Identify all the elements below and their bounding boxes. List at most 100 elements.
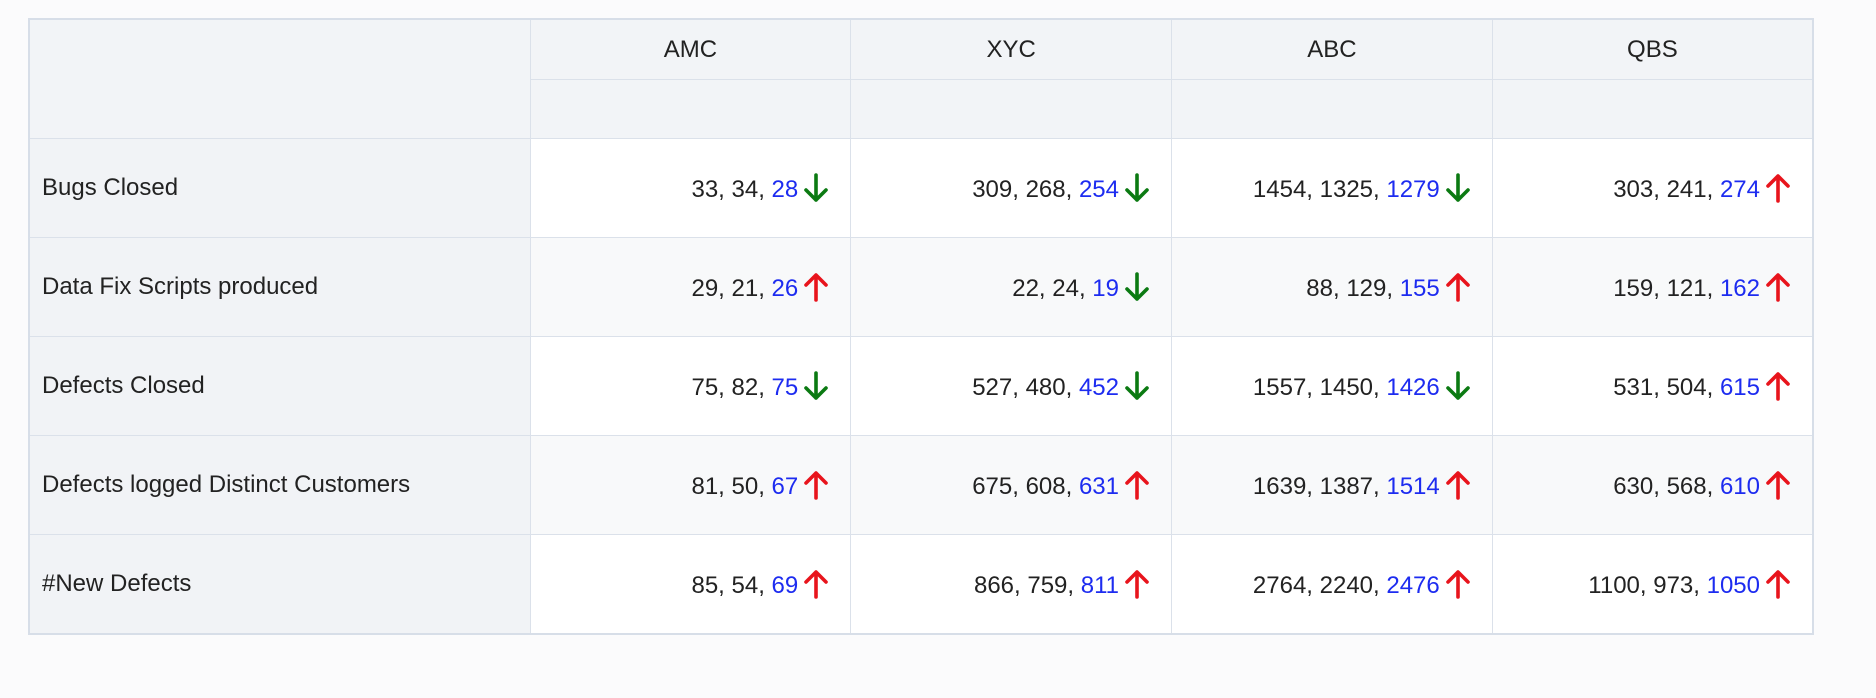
latest-value: 1279	[1386, 175, 1440, 203]
latest-value: 811	[1080, 571, 1119, 599]
latest-value: 162	[1719, 274, 1760, 302]
metric-cell[interactable]: 303, 241, 274	[1491, 138, 1814, 238]
column-subheader	[850, 79, 1172, 139]
arrow-up-icon	[1764, 569, 1792, 599]
metric-cell[interactable]: 81, 50, 67	[529, 435, 852, 535]
table-row: #New Defects 85, 54, 69 866, 759, 811 2764,…	[28, 534, 1814, 635]
previous-values: 527, 480,	[972, 373, 1079, 401]
arrow-up-icon	[1444, 470, 1472, 500]
arrow-up-icon	[1764, 173, 1792, 203]
arrow-down-icon	[1123, 271, 1151, 302]
arrow-down-icon	[1123, 370, 1151, 401]
arrow-up-icon	[802, 569, 830, 599]
metric-cell[interactable]: 29, 21, 26	[529, 237, 852, 337]
arrow-down-icon	[802, 370, 830, 401]
metric-cell[interactable]: 88, 129, 155	[1171, 237, 1493, 337]
previous-values: 159, 121,	[1613, 274, 1720, 302]
previous-values: 1639, 1387,	[1252, 472, 1387, 500]
previous-values: 88, 129,	[1306, 274, 1400, 302]
metric-cell[interactable]: 309, 268, 254	[850, 138, 1172, 238]
previous-values: 309, 268,	[972, 175, 1079, 203]
corner-header-cell	[28, 18, 531, 139]
latest-value: 26	[771, 274, 799, 302]
latest-value: 69	[771, 571, 799, 599]
metric-cell[interactable]: 675, 608, 631	[850, 435, 1172, 535]
table-row: Data Fix Scripts produced 29, 21, 26 22, 2…	[28, 237, 1814, 337]
metric-cell[interactable]: 1100, 973, 1050	[1491, 534, 1814, 635]
latest-value: 615	[1719, 373, 1760, 401]
table-row: Bugs Closed 33, 34, 28 309, 268, 254 1454, …	[28, 138, 1814, 238]
column-header-row: AMC XYC ABC QBS	[28, 18, 1814, 139]
column-subheader-row	[29, 79, 1814, 139]
latest-value: 28	[771, 175, 799, 203]
arrow-up-icon	[1764, 272, 1792, 302]
metric-cell[interactable]: 630, 568, 610	[1491, 435, 1814, 535]
latest-value: 1514	[1386, 472, 1440, 500]
arrow-down-icon	[1444, 370, 1472, 401]
latest-value: 274	[1719, 175, 1760, 203]
arrow-up-icon	[1123, 569, 1151, 599]
row-label: Defects logged Distinct Customers	[28, 435, 531, 535]
latest-value: 155	[1399, 274, 1440, 302]
arrow-down-icon	[1444, 172, 1472, 203]
metric-cell[interactable]: 866, 759, 811	[850, 534, 1172, 635]
latest-value: 19	[1092, 274, 1119, 302]
row-label: Bugs Closed	[28, 138, 531, 238]
metrics-table-container: AMC XYC ABC QBS Bugs Closed 33, 34, 28 309…	[28, 18, 1814, 635]
column-header[interactable]: ABC	[1171, 18, 1493, 80]
previous-values: 85, 54,	[691, 571, 772, 599]
previous-values: 75, 82,	[691, 373, 772, 401]
column-header[interactable]: QBS	[1491, 18, 1814, 80]
arrow-up-icon	[802, 272, 830, 302]
table-body: Bugs Closed 33, 34, 28 309, 268, 254 1454, …	[28, 138, 1814, 635]
arrow-down-icon	[1123, 172, 1151, 203]
previous-values: 630, 568,	[1613, 472, 1720, 500]
previous-values: 2764, 2240,	[1252, 571, 1387, 599]
metric-cell[interactable]: 2764, 2240, 2476	[1171, 534, 1493, 635]
column-subheader	[1171, 79, 1493, 139]
metric-cell[interactable]: 85, 54, 69	[529, 534, 852, 635]
metric-cell[interactable]: 1639, 1387, 1514	[1171, 435, 1493, 535]
metric-cell[interactable]: 1454, 1325, 1279	[1171, 138, 1493, 238]
latest-value: 67	[771, 472, 799, 500]
previous-values: 29, 21,	[691, 274, 772, 302]
metric-cell[interactable]: 527, 480, 452	[850, 336, 1172, 436]
previous-values: 1557, 1450,	[1252, 373, 1387, 401]
arrow-up-icon	[1764, 470, 1792, 500]
metric-cell[interactable]: 159, 121, 162	[1491, 237, 1814, 337]
table-row: Defects Closed 75, 82, 75 527, 480, 452 155…	[28, 336, 1814, 436]
arrow-up-icon	[1444, 272, 1472, 302]
previous-values: 303, 241,	[1613, 175, 1720, 203]
column-subheader	[529, 79, 852, 139]
arrow-up-icon	[1444, 569, 1472, 599]
previous-values: 866, 759,	[973, 571, 1081, 599]
latest-value: 610	[1719, 472, 1760, 500]
previous-values: 675, 608,	[972, 472, 1079, 500]
column-header[interactable]: AMC	[529, 18, 852, 80]
latest-value: 75	[771, 373, 799, 401]
previous-values: 33, 34,	[691, 175, 772, 203]
arrow-down-icon	[802, 172, 830, 203]
metric-cell[interactable]: 22, 24, 19	[850, 237, 1172, 337]
metric-cell[interactable]: 75, 82, 75	[529, 336, 852, 436]
column-header[interactable]: XYC	[850, 18, 1172, 80]
arrow-up-icon	[1764, 371, 1792, 401]
metric-cell[interactable]: 33, 34, 28	[529, 138, 852, 238]
arrow-up-icon	[1123, 470, 1151, 500]
arrow-up-icon	[802, 470, 830, 500]
row-label: Data Fix Scripts produced	[28, 237, 531, 337]
latest-value: 254	[1078, 175, 1119, 203]
row-label: #New Defects	[28, 534, 531, 635]
previous-values: 22, 24,	[1012, 274, 1093, 302]
latest-value: 1050	[1706, 571, 1760, 599]
row-label: Defects Closed	[28, 336, 531, 436]
metrics-table: AMC XYC ABC QBS Bugs Closed 33, 34, 28 309…	[28, 18, 1814, 635]
latest-value: 2476	[1386, 571, 1440, 599]
metric-cell[interactable]: 531, 504, 615	[1491, 336, 1814, 436]
column-subheader	[1491, 79, 1814, 139]
table-row: Defects logged Distinct Customers 81, 50,…	[28, 435, 1814, 535]
previous-values: 1454, 1325,	[1252, 175, 1387, 203]
latest-value: 452	[1078, 373, 1119, 401]
metric-cell[interactable]: 1557, 1450, 1426	[1171, 336, 1493, 436]
previous-values: 531, 504,	[1613, 373, 1720, 401]
